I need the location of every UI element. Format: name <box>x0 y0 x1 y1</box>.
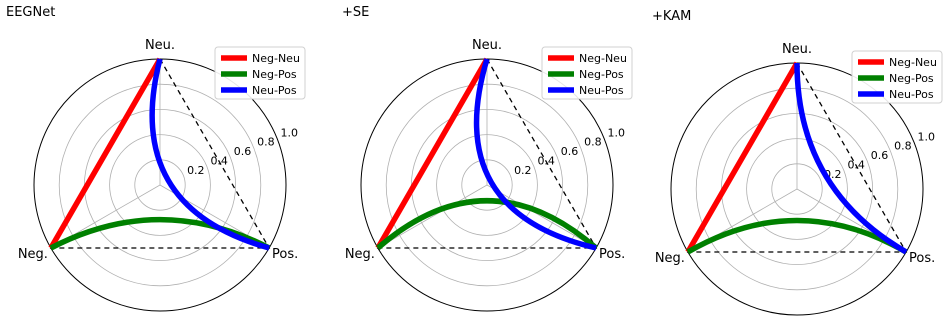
legend-entry: Neg-Neu <box>252 52 300 65</box>
axis-label: Pos. <box>909 251 935 266</box>
radial-tick-label: 1.0 <box>918 130 936 143</box>
radial-tick-label: 0.8 <box>584 136 602 149</box>
spoke-line <box>377 184 488 249</box>
series-line-neg-pos <box>49 216 271 251</box>
radial-tick-label: 1.0 <box>608 126 626 139</box>
reference-triangle <box>376 57 598 249</box>
radial-tick-label: 0.6 <box>871 149 889 162</box>
spoke-line <box>486 184 597 249</box>
radial-tick-label: 0.6 <box>234 145 252 158</box>
radial-tick-label: 0.8 <box>257 136 275 149</box>
panel-title: +SE <box>342 5 369 20</box>
series-line-neg-pos <box>376 198 598 251</box>
series-line-neu-pos <box>794 62 908 255</box>
legend: Neg-Neu Neg-Pos Neu-Pos <box>214 46 306 100</box>
series-line-neg-neu <box>375 57 490 250</box>
series-line-neg-neu <box>48 57 163 250</box>
legend-entry: Neg-Neu <box>889 56 937 69</box>
radial-tick-label: 0.2 <box>187 164 205 177</box>
axis-label: Neu. <box>472 38 502 53</box>
panel-title: EEGNet <box>6 5 55 20</box>
axis-label: Neg. <box>18 247 48 262</box>
legend: Neg-Neu Neg-Pos Neu-Pos <box>851 50 943 104</box>
radial-tick-label: 0.6 <box>561 145 579 158</box>
legend-entry: Neg-Neu <box>579 52 627 65</box>
radial-tick-label: 0.2 <box>514 164 532 177</box>
axis-label: Neg. <box>345 247 375 262</box>
legend-entry: Neg-Pos <box>889 72 934 85</box>
axis-label: Neg. <box>655 251 685 266</box>
series-line-neg-neu <box>685 61 800 254</box>
radar-panel-1: EEGNet0.20.40.60.81.0Neu.Pos.Neg.Neg-Neu… <box>6 5 306 312</box>
radial-tick-label: 1.0 <box>281 126 299 139</box>
legend-entry: Neg-Pos <box>252 68 297 81</box>
series-line-neu-pos <box>149 58 270 251</box>
reference-triangle <box>686 61 908 253</box>
axis-label: Neu. <box>145 38 175 53</box>
axis-label: Pos. <box>272 247 298 262</box>
legend-entry: Neg-Pos <box>579 68 624 81</box>
series-line-neg-pos <box>686 217 908 255</box>
legend: Neg-Neu Neg-Pos Neu-Pos <box>541 46 633 100</box>
reference-triangle <box>49 57 271 249</box>
legend-entry: Neu-Pos <box>252 84 297 97</box>
radar-panel-2: +SE0.20.40.60.81.0Neu.Pos.Neg.Neg-NeuNeg… <box>342 5 633 312</box>
legend-entry: Neu-Pos <box>579 84 624 97</box>
axis-label: Neu. <box>782 42 812 57</box>
legend-entry: Neu-Pos <box>889 88 934 101</box>
series-line-neu-pos <box>473 58 597 251</box>
radar-panel-3: +KAM0.20.40.60.81.0Neu.Pos.Neg.Neg-NeuNe… <box>652 9 943 316</box>
radial-tick-label: 0.8 <box>894 140 912 153</box>
axis-label: Pos. <box>599 247 625 262</box>
panel-title: +KAM <box>652 9 691 24</box>
